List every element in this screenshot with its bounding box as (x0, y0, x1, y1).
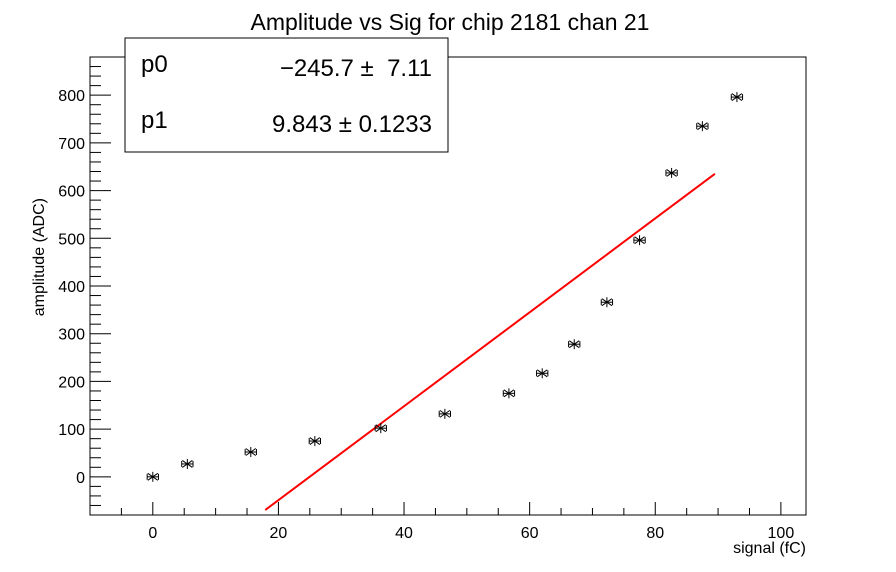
chart-title: Amplitude vs Sig for chip 2181 chan 21 (251, 9, 650, 35)
data-point (182, 459, 193, 469)
y-axis-label: amplitude (ADC) (31, 198, 48, 316)
x-tick-label: 0 (148, 525, 157, 542)
data-point (439, 409, 450, 419)
data-point (245, 447, 256, 457)
data-point (634, 235, 645, 245)
y-tick-label: 100 (58, 422, 85, 439)
stats-p0-value: −245.7 ± 7.11 (280, 55, 432, 82)
y-tick-label: 300 (58, 327, 85, 344)
stats-box: p0 −245.7 ± 7.11 p1 9.843 ± 0.1233 (125, 38, 448, 152)
data-point (569, 339, 580, 349)
fit-layer (265, 174, 715, 510)
y-tick-label: 600 (58, 184, 85, 201)
data-point (147, 472, 158, 482)
data-point (666, 168, 677, 178)
x-tick-label: 40 (395, 525, 413, 542)
stats-p1-name: p1 (141, 107, 168, 134)
stats-p1-value: 9.843 ± 0.1233 (272, 111, 432, 138)
y-tick-label: 500 (58, 231, 85, 248)
x-tick-label: 80 (646, 525, 664, 542)
x-axis-label: signal (fC) (733, 540, 806, 557)
y-tick-label: 200 (58, 374, 85, 391)
data-point (309, 436, 320, 446)
y-tick-label: 800 (58, 88, 85, 105)
data-point (601, 297, 612, 307)
y-tick-label: 0 (76, 470, 85, 487)
x-tick-label: 60 (521, 525, 539, 542)
data-point (731, 92, 742, 102)
stats-p0-name: p0 (141, 51, 168, 78)
data-point (697, 121, 708, 131)
y-tick-label: 700 (58, 136, 85, 153)
data-point (375, 423, 386, 433)
data-point (537, 368, 548, 378)
x-tick-label: 20 (270, 525, 288, 542)
y-tick-label: 400 (58, 279, 85, 296)
data-point (503, 388, 514, 398)
fit-line (265, 174, 715, 510)
